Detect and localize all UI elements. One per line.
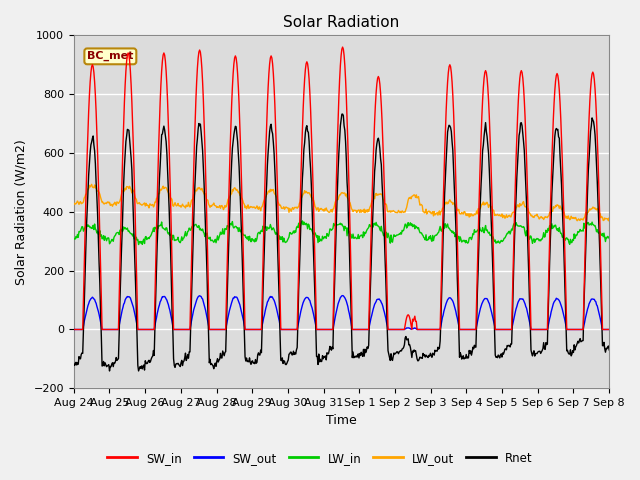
Y-axis label: Solar Radiation (W/m2): Solar Radiation (W/m2) bbox=[15, 139, 28, 285]
Legend: SW_in, SW_out, LW_in, LW_out, Rnet: SW_in, SW_out, LW_in, LW_out, Rnet bbox=[102, 447, 538, 469]
X-axis label: Time: Time bbox=[326, 414, 357, 427]
Title: Solar Radiation: Solar Radiation bbox=[284, 15, 399, 30]
Text: BC_met: BC_met bbox=[87, 51, 134, 61]
